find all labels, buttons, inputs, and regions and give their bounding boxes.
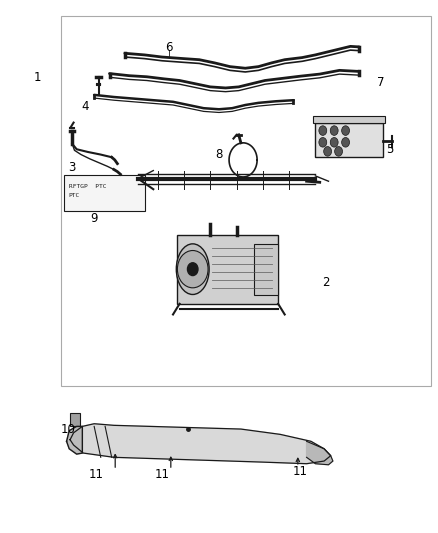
Text: 3: 3	[69, 161, 76, 174]
Polygon shape	[307, 441, 333, 465]
Polygon shape	[67, 426, 82, 454]
Text: 2: 2	[322, 276, 330, 289]
Text: 11: 11	[155, 468, 170, 481]
Bar	[313, 116, 385, 123]
Circle shape	[335, 147, 343, 156]
Circle shape	[187, 263, 198, 276]
Text: 11: 11	[89, 468, 104, 481]
Text: 4: 4	[81, 100, 89, 113]
Text: PTC: PTC	[69, 193, 80, 198]
Text: 11: 11	[293, 465, 307, 478]
Bar	[61, 16, 431, 386]
Bar	[177, 235, 278, 304]
Text: RFTGP  PTC: RFTGP PTC	[69, 184, 106, 189]
Circle shape	[324, 147, 332, 156]
Circle shape	[330, 138, 338, 147]
Circle shape	[330, 126, 338, 135]
Circle shape	[319, 126, 327, 135]
Polygon shape	[70, 424, 331, 464]
Text: 8: 8	[215, 148, 223, 161]
Text: 7: 7	[377, 76, 385, 89]
Circle shape	[319, 138, 327, 147]
Ellipse shape	[176, 244, 209, 294]
Bar	[70, 413, 80, 426]
Bar	[64, 175, 145, 211]
Bar	[254, 244, 278, 295]
Bar	[315, 123, 383, 157]
Text: 9: 9	[90, 212, 98, 225]
Circle shape	[177, 251, 208, 288]
Circle shape	[342, 126, 350, 135]
Circle shape	[342, 138, 350, 147]
Text: 6: 6	[165, 42, 173, 54]
Text: 5: 5	[386, 143, 393, 156]
Text: 1: 1	[33, 71, 41, 84]
Text: 10: 10	[60, 423, 75, 435]
